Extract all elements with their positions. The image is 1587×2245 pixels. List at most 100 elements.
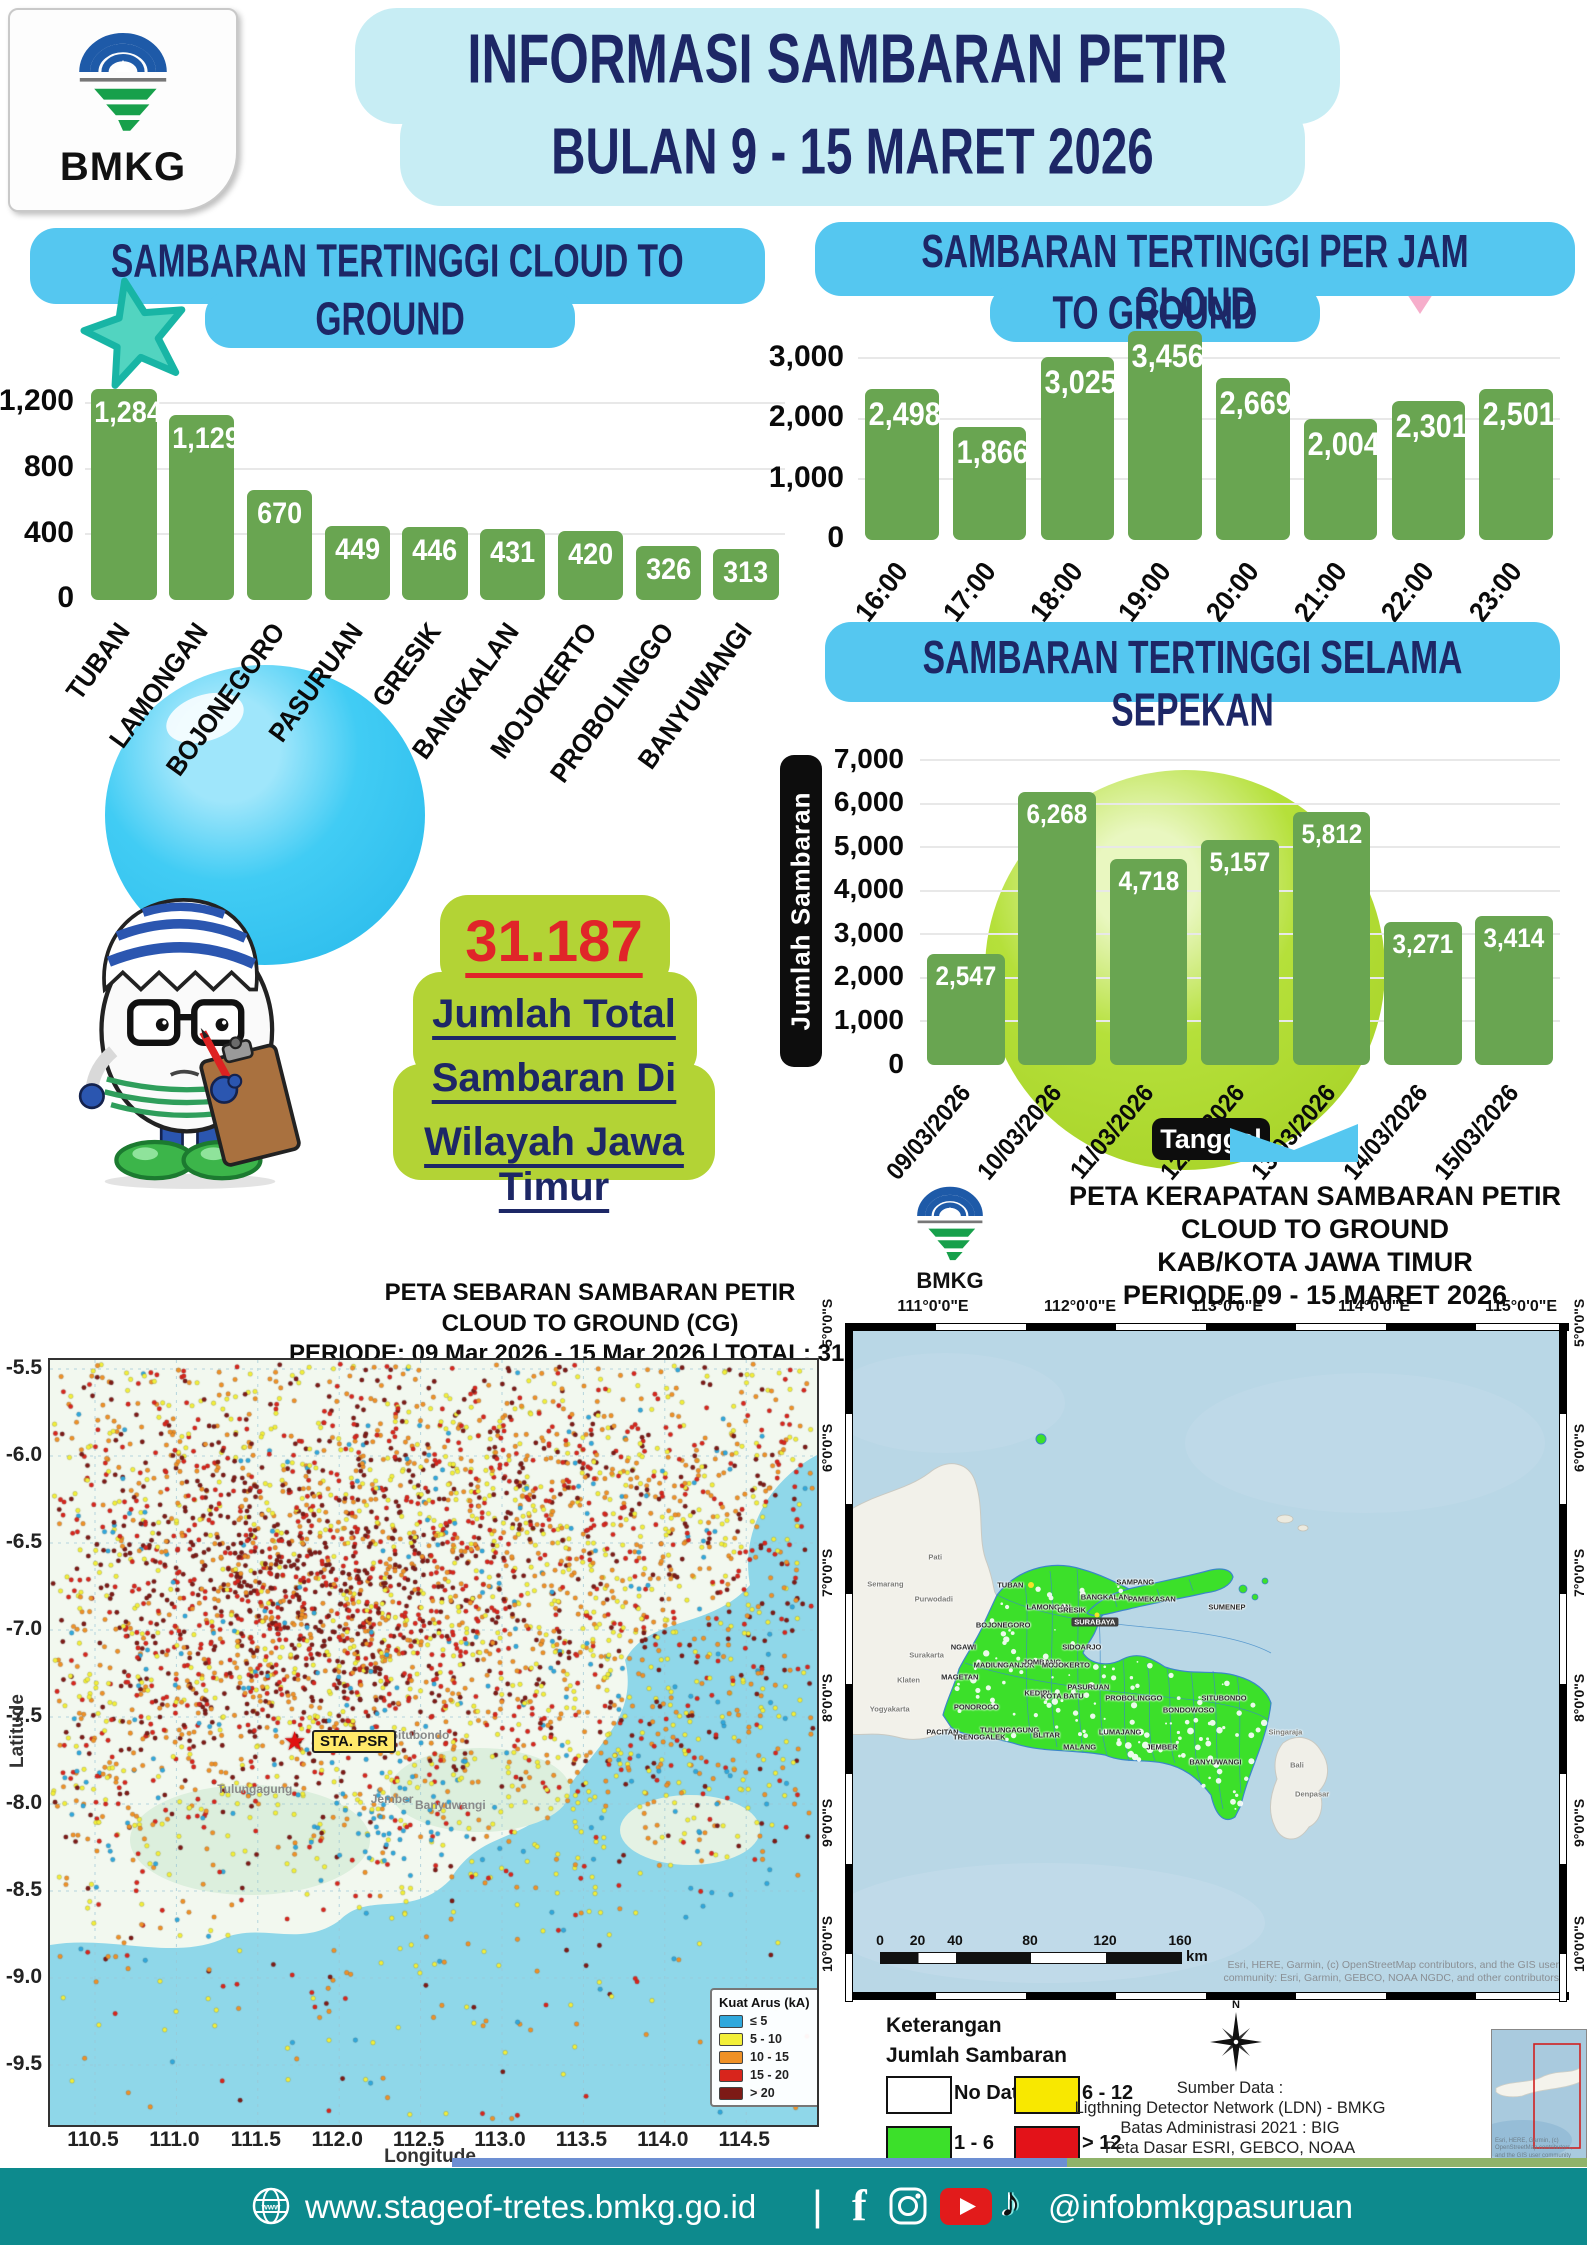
- bar: 1,866: [952, 427, 1029, 540]
- density-legend-label: No Data: [954, 2082, 1030, 2104]
- bar-value-label: 2,669: [1219, 385, 1292, 422]
- bar-value-label: 5,157: [1209, 847, 1271, 878]
- region-label: JOMBANG: [1022, 1657, 1062, 1666]
- gridline: [85, 467, 785, 470]
- star-decoration: [80, 277, 186, 389]
- bar: 1,284: [91, 389, 162, 600]
- bar-value-label: 431: [490, 536, 536, 570]
- region-label: MADIUN: [973, 1660, 1004, 1670]
- bar: 2,669: [1216, 378, 1292, 540]
- total-line1: Jumlah Total: [432, 992, 676, 1036]
- neighbor-region-label: Singaraja: [1268, 1727, 1303, 1737]
- globe-icon: www: [252, 2187, 290, 2225]
- region-label: MAGETAN: [941, 1672, 979, 1682]
- map-place-label: Jember: [370, 1792, 414, 1807]
- bar-value-label: 446: [412, 533, 458, 567]
- scalebar-tick-label: 120: [1093, 1932, 1117, 1948]
- region-label: SUMENEP: [1208, 1602, 1246, 1612]
- x-tick-label: 111.0: [149, 2128, 200, 2151]
- total-value: 31.187: [465, 909, 643, 974]
- legend-item-label: > 20: [750, 2086, 775, 2100]
- graticule-side-label: 6°0'0"S: [1571, 1423, 1587, 1472]
- region-label: BOJONEGORO: [975, 1620, 1031, 1630]
- map-place-label: Situbondo: [390, 1727, 450, 1742]
- y-tick-label: -5.5: [5, 1356, 42, 1379]
- scatter-place-labels: Tulungagung Situbondo Jember Banyuwangi: [50, 1360, 817, 2125]
- neighbor-region-label: Pati: [928, 1552, 943, 1562]
- x-tick-label: 114.0: [637, 2128, 689, 2151]
- week-chart-plot: 2,547 6,268 4,718 5,157 5,812 3,271 3,414: [920, 759, 1560, 1065]
- scalebar-tick-label: 0: [876, 1932, 884, 1948]
- legend-swatch: [719, 2032, 743, 2046]
- neighbor-region-label: Semarang: [867, 1579, 904, 1589]
- social-handle[interactable]: @infobmkgpasuruan: [1048, 2188, 1354, 2225]
- website-link[interactable]: www.stageof-tretes.bmkg.go.id: [305, 2188, 757, 2225]
- y-tick-label: -6.0: [5, 1443, 42, 1466]
- bar-value-label: 420: [568, 538, 614, 571]
- scalebar-tick-label: 160: [1168, 1932, 1192, 1948]
- bmkg-logo-icon-small: [917, 1186, 983, 1261]
- scatter-points-canvas: [50, 1360, 817, 2125]
- bar-value-label: 3,271: [1392, 929, 1454, 960]
- scalebar-unit: km: [1186, 1948, 1208, 1965]
- gridline: [858, 478, 1560, 481]
- legend-item: 10 - 15: [719, 2050, 817, 2064]
- bmkg-logo-icon: [79, 33, 167, 131]
- footer-bar: www www.stageof-tretes.bmkg.go.id | f ♪ …: [0, 2168, 1587, 2245]
- y-tick-label: 6,000: [833, 786, 904, 818]
- scalebar-bar: [880, 1952, 1182, 1964]
- legend-item-label: 5 - 10: [750, 2032, 782, 2046]
- graticule-side-label: 5°0'0"S: [1571, 1298, 1587, 1347]
- density-region-labels: TUBAN LAMONGAN GRESIK SURABAYA BOJONEGORO NGA…: [845, 1323, 1567, 2000]
- graticule-side-label: 7°0'0"S: [1571, 1548, 1587, 1597]
- bar: 420: [557, 531, 624, 600]
- graticule-side-label: 10°0'0"S: [819, 1915, 835, 1972]
- map-place-label: Tulungagung: [217, 1782, 293, 1797]
- footer-separator: |: [812, 2182, 823, 2229]
- region-label: PASURUAN: [1067, 1682, 1110, 1692]
- region-label: MOJOKERTO: [1041, 1660, 1091, 1670]
- week-chart-y-label: Jumlah Sambaran: [780, 755, 822, 1067]
- region-label: KEDIRI: [1024, 1688, 1050, 1698]
- map-place-label: Banyuwangi: [415, 1798, 486, 1813]
- bar-value-label: 2,547: [935, 961, 997, 992]
- x-category-label: MOJOKERTO: [484, 617, 603, 765]
- x-tick-label: 110.5: [67, 2128, 119, 2151]
- legend-item: 15 - 20: [719, 2068, 817, 2082]
- bar-value-label: 313: [723, 555, 769, 589]
- legend-swatch: [719, 2068, 743, 2082]
- density-map: TUBAN LAMONGAN GRESIK SURABAYA BOJONEGORO NGA…: [845, 1323, 1569, 2002]
- y-tick-label: 7,000: [833, 742, 904, 774]
- facebook-icon[interactable]: f: [852, 2181, 867, 2230]
- y-tick-label: 2,000: [833, 960, 904, 992]
- page-title-line1: INFORMASI SAMBARAN PETIR: [467, 20, 1228, 99]
- bar: 5,157: [1201, 840, 1279, 1065]
- region-label: SITUBONDO: [1201, 1693, 1247, 1703]
- legend-item: > 20: [719, 2086, 817, 2100]
- bar: 6,268: [1018, 791, 1096, 1065]
- hour-chart-plot: 2,498 1,866 3,025 3,456 2,669 2,004 2,301 2,501: [858, 310, 1560, 540]
- y-tick-label: 2,000: [768, 400, 844, 434]
- scalebar-tick-label: 40: [947, 1932, 963, 1948]
- region-label: TRENGGALEK: [953, 1732, 1006, 1742]
- x-tick-label: 112.0: [311, 2128, 363, 2151]
- density-legend-label: 6 - 12: [1082, 2082, 1134, 2104]
- cyan-ribbon-decoration: [1230, 1124, 1358, 1162]
- youtube-icon[interactable]: [940, 2188, 992, 2225]
- bar: 2,301: [1391, 400, 1467, 540]
- tiktok-icon[interactable]: ♪: [1000, 2178, 1021, 2225]
- bar-value-label: 670: [256, 496, 302, 530]
- bar-value-label: 1,866: [956, 434, 1029, 471]
- x-tick-label: 114.5: [718, 2128, 770, 2151]
- scalebar-tick-label: 80: [1022, 1932, 1038, 1948]
- y-tick-label: 3,000: [833, 916, 904, 948]
- density-legend-title: Keterangan Jumlah Sambaran: [886, 2014, 1067, 2067]
- legend-swatch: [719, 2014, 743, 2028]
- density-legend-swatch: [886, 2076, 952, 2114]
- x-tick-label: 111.5: [230, 2128, 281, 2151]
- bar: 2,547: [926, 954, 1005, 1065]
- week-chart-title: SAMBARAN TERTINGGI SELAMA SEPEKAN: [922, 631, 1463, 736]
- instagram-icon[interactable]: [888, 2186, 928, 2226]
- density-title-l3: KAB/KOTA JAWA TIMUR: [1157, 1246, 1473, 1277]
- density-legend-swatch: [1014, 2076, 1080, 2114]
